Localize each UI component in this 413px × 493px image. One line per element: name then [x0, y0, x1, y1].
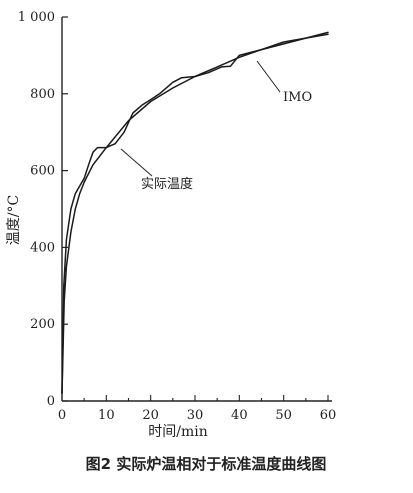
y-tick-label: 200	[30, 317, 55, 332]
leader-line-imo	[256, 60, 281, 93]
y-tick-label: 0	[47, 394, 55, 409]
series-label-actual: 实际温度	[141, 176, 193, 192]
y-tick-label: 1 000	[18, 10, 55, 25]
figure-caption: 图2 实际炉温相对于标准温度曲线图	[86, 455, 327, 473]
x-tick-label: 30	[187, 408, 204, 423]
label-leader-lines	[120, 60, 281, 177]
x-tick-label: 0	[58, 408, 66, 423]
x-tick-label: 20	[142, 408, 159, 423]
y-tick-label: 600	[30, 164, 55, 179]
x-tick-label: 50	[275, 408, 292, 423]
x-axis-ticks: 0 10 20 30 40 50 60	[58, 395, 336, 423]
series-label-imo: IMO	[283, 90, 312, 105]
leader-line-actual	[120, 148, 153, 177]
y-tick-label: 800	[30, 87, 55, 102]
x-tick-label: 60	[320, 408, 337, 423]
y-axis-title: 温度/°C	[6, 195, 22, 245]
y-axis-ticks: 0 200 400 600 800 1 000	[18, 10, 68, 409]
x-axis-title: 时间/min	[148, 424, 208, 440]
x-tick-label: 10	[98, 408, 115, 423]
series-line-actual-temperature	[61, 31, 329, 395]
x-tick-label: 40	[231, 408, 248, 423]
y-tick-label: 400	[30, 240, 55, 255]
plot-area	[61, 17, 332, 402]
series-line-imo	[61, 33, 329, 395]
